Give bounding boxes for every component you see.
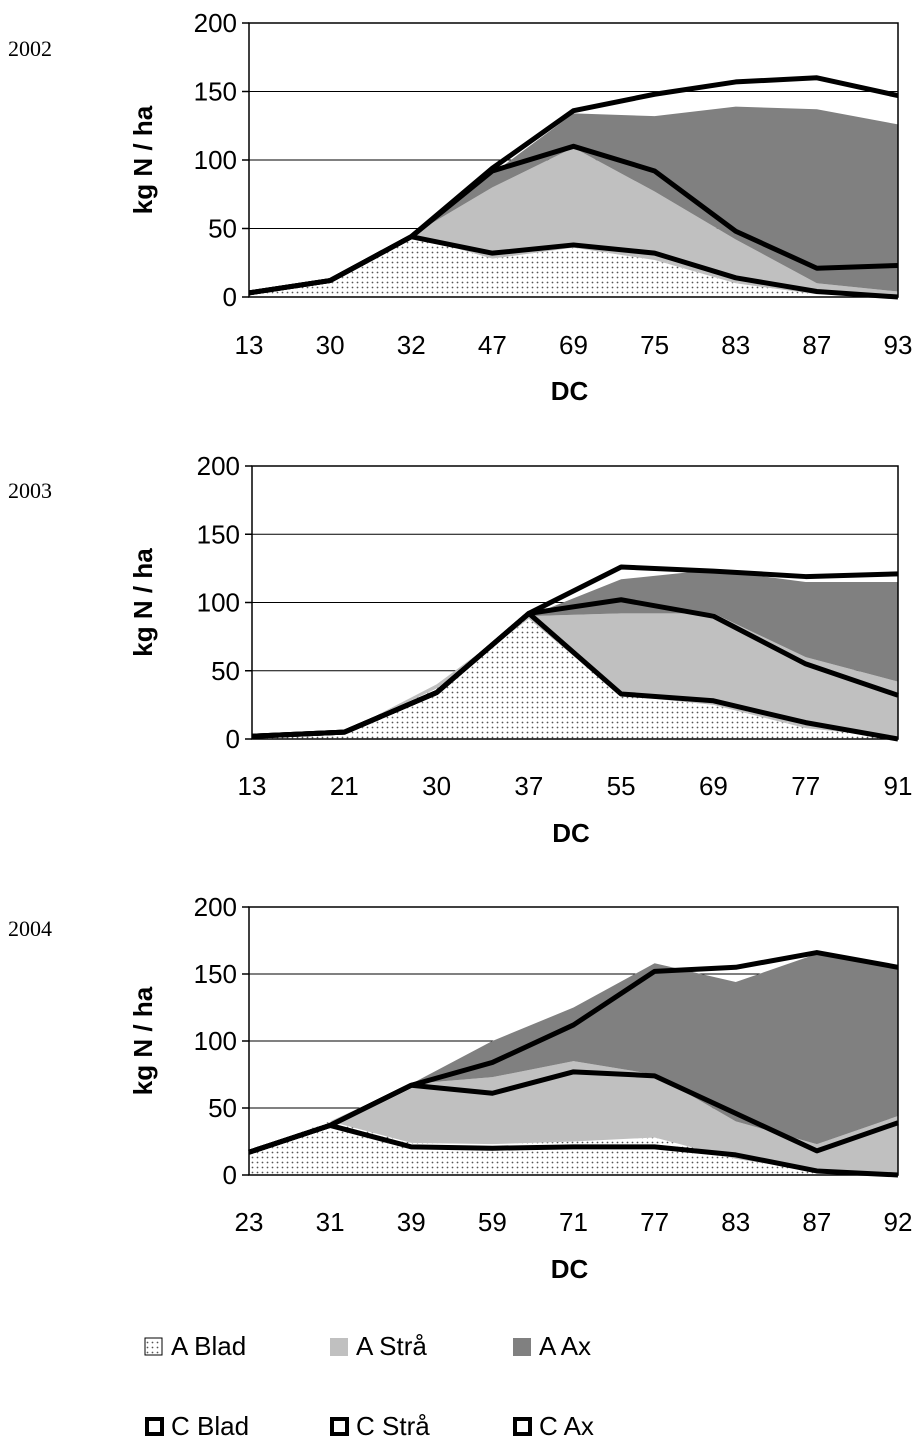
x-tick-label: 69 (559, 330, 588, 360)
x-tick-label: 39 (397, 1207, 426, 1237)
y-tick-label: 150 (194, 959, 237, 989)
x-axis-label: DC (552, 818, 590, 848)
y-tick-label: 100 (194, 1026, 237, 1056)
legend-label: C Ax (539, 1411, 594, 1441)
c-ax-line (248, 950, 899, 1155)
y-axis-label: kg N / ha (128, 986, 158, 1095)
chart-2003: 2003 0 50 100 150 200 13 21 30 37 55 69 77 91 DC kg N /… (8, 451, 912, 848)
y-tick-label: 50 (208, 1093, 237, 1123)
legend-swatch (330, 1338, 348, 1356)
x-tick-label: 92 (884, 1207, 913, 1237)
legend-item-a-blad: A Blad (144, 1331, 246, 1361)
x-tick-label: 32 (397, 330, 426, 360)
a-blad-area (249, 235, 898, 297)
x-tick-label: 77 (640, 1207, 669, 1237)
x-tick-label: 30 (422, 771, 451, 801)
y-tick-label: 0 (226, 724, 240, 754)
y-tick-label: 150 (197, 519, 240, 549)
legend-swatch (144, 1337, 163, 1356)
legend-swatch (330, 1417, 349, 1436)
x-tick-label: 87 (802, 330, 831, 360)
x-tick-label: 83 (721, 1207, 750, 1237)
x-tick-label: 37 (514, 771, 543, 801)
legend: A Blad A Strå A Ax C Blad C Strå C Ax (144, 1331, 594, 1441)
legend-label: C Strå (356, 1411, 430, 1441)
y-tick-label: 100 (197, 588, 240, 618)
x-tick-label: 13 (238, 771, 267, 801)
a-stra-area (249, 147, 898, 296)
x-tick-label: 31 (316, 1207, 345, 1237)
legend-label: A Strå (356, 1331, 427, 1361)
legend-label: A Blad (171, 1331, 246, 1361)
a-ax-area (252, 569, 898, 737)
x-tick-label: 93 (884, 330, 913, 360)
y-tick-label: 0 (223, 282, 237, 312)
x-tick-label: 21 (330, 771, 359, 801)
legend-swatch (513, 1417, 532, 1436)
x-tick-label: 69 (699, 771, 728, 801)
legend-label: A Ax (539, 1331, 591, 1361)
c-ax-line (251, 564, 899, 739)
legend-item-a-ax: A Ax (513, 1331, 591, 1361)
x-tick-label: 59 (478, 1207, 507, 1237)
y-tick-label: 200 (194, 8, 237, 38)
legend-swatch (145, 1417, 164, 1436)
a-stra-area (249, 1061, 898, 1174)
x-tick-label: 55 (607, 771, 636, 801)
y-tick-label: 200 (197, 451, 240, 481)
x-tick-label: 30 (316, 330, 345, 360)
x-tick-label: 91 (884, 771, 913, 801)
legend-item-a-strå: A Strå (330, 1331, 427, 1361)
x-tick-label: 75 (640, 330, 669, 360)
legend-label: C Blad (171, 1411, 249, 1441)
a-blad-area (252, 618, 898, 739)
legend-item-c-strå: C Strå (330, 1411, 430, 1441)
c-ax-line (248, 75, 899, 296)
legend-swatch (513, 1338, 531, 1356)
x-tick-label: 47 (478, 330, 507, 360)
x-axis-label: DC (551, 1254, 589, 1284)
y-tick-label: 100 (194, 145, 237, 175)
chart-2002: 2002 0 50 100 150 200 13 30 32 47 69 75 83 87 93 DC kg N… (8, 8, 912, 406)
x-tick-label: 71 (559, 1207, 588, 1237)
legend-item-c-blad: C Blad (145, 1411, 249, 1441)
year-label: 2002 (8, 36, 52, 61)
y-tick-label: 0 (223, 1160, 237, 1190)
x-tick-label: 13 (235, 330, 264, 360)
y-tick-label: 50 (208, 214, 237, 244)
y-tick-label: 150 (194, 77, 237, 107)
legend-item-c-ax: C Ax (513, 1411, 594, 1441)
x-tick-label: 83 (721, 330, 750, 360)
y-axis-label: kg N / ha (128, 548, 158, 657)
a-ax-area (249, 953, 898, 1151)
y-tick-label: 50 (211, 656, 240, 686)
c-blad-line (248, 1122, 899, 1178)
x-axis-label: DC (551, 376, 589, 406)
year-label: 2003 (8, 478, 52, 503)
y-tick-label: 200 (194, 892, 237, 922)
charts-container: 2002 0 50 100 150 200 13 30 32 47 69 75 83 87 93 DC kg N… (8, 8, 912, 1284)
y-axis-label: kg N / ha (128, 105, 158, 214)
x-tick-label: 77 (791, 771, 820, 801)
chart-2004: 2004 0 50 100 150 200 23 31 39 59 71 77 83 87 92 DC kg N… (8, 892, 912, 1284)
x-tick-label: 87 (802, 1207, 831, 1237)
year-label: 2004 (8, 916, 52, 941)
x-tick-label: 23 (235, 1207, 264, 1237)
a-ax-area (249, 106, 898, 293)
